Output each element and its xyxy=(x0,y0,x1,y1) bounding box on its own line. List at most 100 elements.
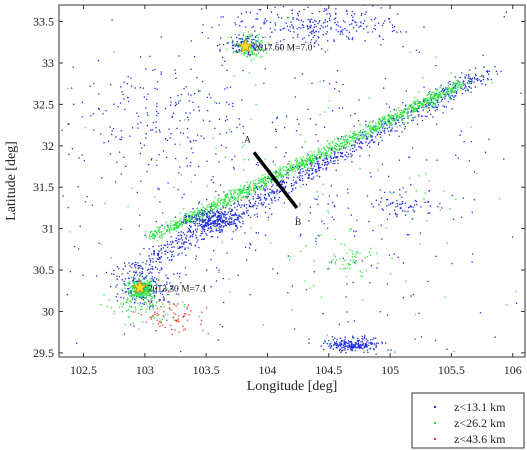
data-point xyxy=(180,93,183,96)
data-point xyxy=(471,211,473,214)
data-point xyxy=(209,120,211,122)
data-point xyxy=(161,252,163,254)
data-point xyxy=(236,41,238,43)
data-point xyxy=(330,28,332,30)
data-point xyxy=(349,114,352,117)
data-point xyxy=(326,164,328,166)
data-point xyxy=(453,96,455,98)
data-point xyxy=(375,346,377,349)
data-point xyxy=(119,138,121,140)
data-point xyxy=(368,154,371,157)
data-point xyxy=(427,212,429,214)
data-point xyxy=(158,300,160,302)
data-point xyxy=(384,115,387,117)
data-point xyxy=(303,166,306,168)
data-point xyxy=(424,115,427,117)
data-point xyxy=(296,159,298,162)
data-point xyxy=(171,258,173,261)
data-point xyxy=(313,157,315,159)
data-point xyxy=(366,132,369,135)
data-point xyxy=(257,202,260,204)
data-point xyxy=(322,151,324,153)
data-point xyxy=(236,227,238,230)
data-point xyxy=(476,77,479,80)
data-point xyxy=(357,341,359,343)
data-point xyxy=(259,186,261,189)
data-point xyxy=(146,170,148,173)
data-point xyxy=(354,345,356,347)
data-point xyxy=(385,227,388,229)
data-point xyxy=(292,170,294,172)
data-point xyxy=(430,105,433,108)
data-point xyxy=(204,214,206,217)
data-point xyxy=(469,82,471,84)
data-point xyxy=(144,292,146,294)
data-point xyxy=(408,234,410,236)
data-point xyxy=(216,223,218,225)
data-point xyxy=(357,340,359,342)
data-point xyxy=(218,218,221,220)
data-point xyxy=(351,342,353,344)
data-point xyxy=(178,275,181,278)
data-point xyxy=(222,219,225,221)
data-point xyxy=(165,250,167,252)
data-point xyxy=(353,125,355,127)
data-point xyxy=(271,202,273,204)
data-point xyxy=(221,231,223,233)
data-point xyxy=(326,25,328,27)
data-point xyxy=(134,87,136,89)
data-point xyxy=(127,298,129,301)
data-point xyxy=(205,306,208,309)
data-point xyxy=(253,187,255,190)
data-point xyxy=(256,162,259,164)
data-point xyxy=(468,160,471,162)
data-point xyxy=(150,159,152,161)
data-point xyxy=(263,23,265,25)
data-point xyxy=(251,35,253,37)
data-point xyxy=(396,116,398,119)
data-point xyxy=(251,39,253,41)
data-point xyxy=(380,131,382,133)
data-point xyxy=(156,103,158,105)
data-point xyxy=(181,239,183,241)
data-point xyxy=(470,78,473,80)
data-point xyxy=(158,229,160,232)
data-point xyxy=(372,132,374,134)
data-point xyxy=(353,13,356,15)
data-point xyxy=(230,223,233,225)
data-point xyxy=(218,220,220,222)
data-point xyxy=(470,126,472,128)
data-point xyxy=(429,102,432,104)
data-point xyxy=(455,84,457,86)
data-point xyxy=(298,19,300,21)
data-point xyxy=(339,268,342,270)
data-point xyxy=(352,336,354,339)
scatter-points xyxy=(61,4,522,355)
data-point xyxy=(132,276,135,279)
data-point xyxy=(313,34,316,37)
data-point xyxy=(245,26,247,28)
data-point xyxy=(191,217,193,219)
data-point xyxy=(409,104,411,106)
data-point xyxy=(160,231,163,233)
data-point xyxy=(339,344,341,346)
data-point xyxy=(127,302,129,304)
data-point xyxy=(237,215,239,217)
data-point xyxy=(206,216,208,218)
data-point xyxy=(170,285,172,288)
data-point xyxy=(192,233,195,235)
data-point xyxy=(132,297,134,299)
data-point xyxy=(346,267,349,269)
data-point xyxy=(120,296,122,299)
data-point xyxy=(188,218,191,221)
data-point xyxy=(320,296,323,298)
data-point xyxy=(147,294,149,296)
data-point xyxy=(401,111,403,113)
data-point xyxy=(256,197,258,200)
data-point xyxy=(282,174,284,176)
data-point xyxy=(405,108,407,110)
data-point xyxy=(330,155,332,158)
data-point xyxy=(378,118,380,120)
data-point xyxy=(219,217,222,219)
